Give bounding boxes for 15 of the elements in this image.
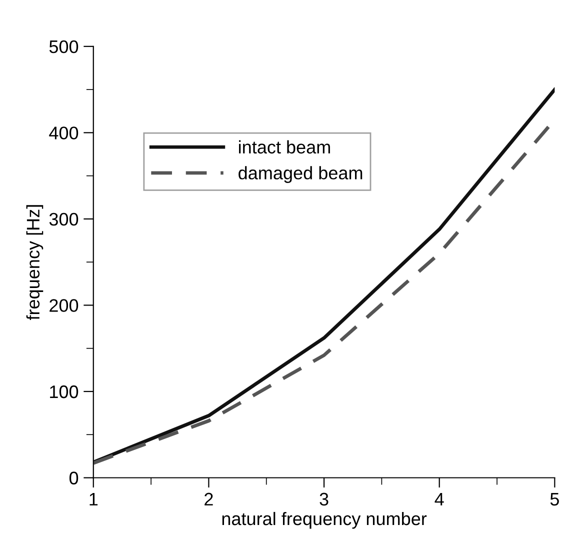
x-tick-label: 5 bbox=[550, 492, 559, 506]
x-tick-label: 3 bbox=[320, 492, 328, 506]
x-tick-label: 1 bbox=[90, 492, 98, 506]
y-tick-label: 200 bbox=[50, 299, 78, 312]
y-tick-label: 300 bbox=[49, 212, 78, 226]
x-tick-label: 4 bbox=[434, 492, 444, 506]
x-tick-label: 2 bbox=[204, 492, 213, 506]
y-tick-label: 400 bbox=[49, 126, 78, 140]
legend-label: intact beam bbox=[239, 140, 330, 154]
legend-label: damaged beam bbox=[238, 166, 362, 183]
y-tick-label: 500 bbox=[49, 40, 78, 54]
x-axis-title: natural frequency number bbox=[222, 512, 427, 529]
y-tick-label: 100 bbox=[50, 385, 78, 398]
y-axis-title: frequency [Hz] bbox=[26, 205, 44, 320]
y-tick-label: 0 bbox=[69, 472, 78, 484]
